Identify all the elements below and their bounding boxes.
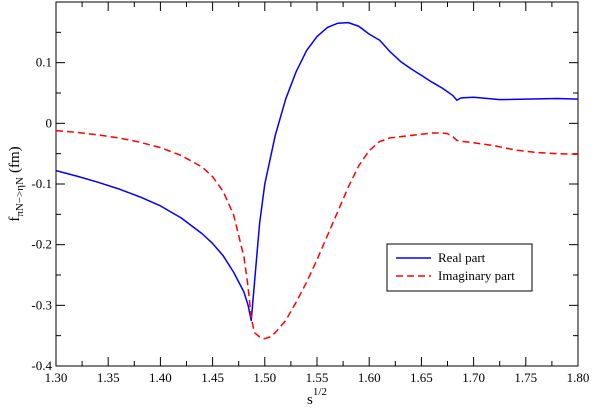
x-tick-label: 1.40 [149, 370, 172, 385]
y-tick-label: -0.4 [31, 358, 52, 373]
y-axis-title-unit: (fm) [7, 146, 23, 173]
x-tick-label: 1.60 [358, 370, 381, 385]
y-tick-label: 0 [46, 115, 53, 130]
x-tick-label: 1.80 [567, 370, 590, 385]
x-tick-label: 1.65 [410, 370, 433, 385]
legend-label-real: Real part [438, 250, 486, 265]
x-tick-label: 1.75 [514, 370, 537, 385]
series-line-imaginary [55, 129, 579, 340]
x-tick-label: 1.50 [253, 370, 276, 385]
legend-box [386, 243, 533, 292]
y-tick-label: -0.2 [31, 237, 52, 252]
y-axis-title-sub: πN−>ηN [14, 177, 26, 217]
legend-label-imaginary: Imaginary part [438, 268, 515, 283]
y-axis-title: fπN−>ηN (fm) [7, 146, 26, 221]
legend: Real part Imaginary part [386, 243, 533, 292]
plot-area [55, 1, 579, 367]
y-tick-label: -0.1 [31, 176, 52, 191]
x-axis-title-base: s [307, 392, 313, 408]
ticks: 1.30 1.35 1.40 1.45 1.50 1.55 1.60 1.65 1.70 1.75… [31, 2, 589, 385]
x-axis-title-sup: 1/2 [313, 386, 327, 398]
y-axis-title-base: f [7, 217, 23, 222]
series-line-real [55, 21, 579, 322]
x-tick-label: 1.70 [462, 370, 485, 385]
x-tick-label: 1.30 [45, 370, 68, 385]
x-axis-title: s1/2 [307, 386, 327, 408]
series-layer [55, 21, 579, 340]
x-tick-label: 1.35 [97, 370, 120, 385]
y-tick-label: 0.1 [36, 55, 52, 70]
y-tick-label: -0.3 [31, 297, 52, 312]
x-tick-label: 1.45 [201, 370, 224, 385]
x-tick-label: 1.55 [306, 370, 329, 385]
